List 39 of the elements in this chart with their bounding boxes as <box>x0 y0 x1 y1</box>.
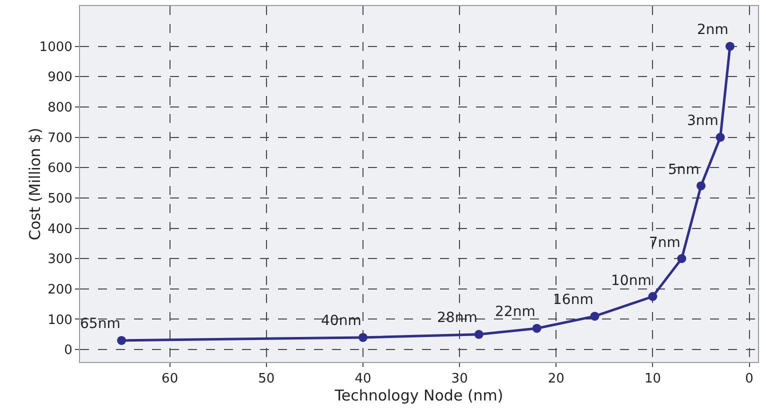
point <box>117 336 126 345</box>
y-tick-label: 600 <box>48 161 72 176</box>
y-tick-label: 800 <box>48 100 72 116</box>
point <box>677 254 686 264</box>
point <box>716 132 725 142</box>
point <box>358 332 368 342</box>
point <box>474 330 484 339</box>
y-tick-label: 400 <box>48 222 72 237</box>
annotation: 40nm <box>321 313 362 329</box>
annotation: 3nm <box>687 113 718 129</box>
y-axis-title: Cost (Million $) <box>26 128 44 240</box>
annotation: 28nm <box>437 310 478 326</box>
x-tick-label: 50 <box>258 372 275 387</box>
y-tick-label: 500 <box>48 192 72 206</box>
y-tick-label: 200 <box>48 282 72 298</box>
x-tick-label: 0 <box>745 372 754 387</box>
x-tick-label: 60 <box>162 372 178 387</box>
x-tick-label: 20 <box>548 372 564 387</box>
point <box>590 312 600 321</box>
annotation: 2nm <box>697 22 728 38</box>
annotation: 16nm <box>553 292 594 308</box>
point <box>696 181 706 190</box>
annotation: 22nm <box>495 304 536 320</box>
x-tick-label: 10 <box>644 372 662 387</box>
x-axis-title: Technology Node (nm) <box>334 386 504 405</box>
x-tick-label: 30 <box>451 372 468 387</box>
y-tick-label: 0 <box>64 343 72 358</box>
y-tick-label: 300 <box>48 252 72 268</box>
point <box>648 292 658 301</box>
annotation: 65nm <box>80 316 120 332</box>
y-tick-label: 1000 <box>39 40 72 55</box>
y-tick-label: 700 <box>48 130 72 146</box>
y-tick-label: 900 <box>48 70 72 86</box>
y-tick-label: 100 <box>48 312 72 328</box>
x-tick-label: 40 <box>354 372 372 387</box>
point <box>725 42 734 51</box>
point <box>532 324 542 333</box>
annotation: 10nm <box>611 273 652 289</box>
annotation: 5nm <box>668 162 700 178</box>
